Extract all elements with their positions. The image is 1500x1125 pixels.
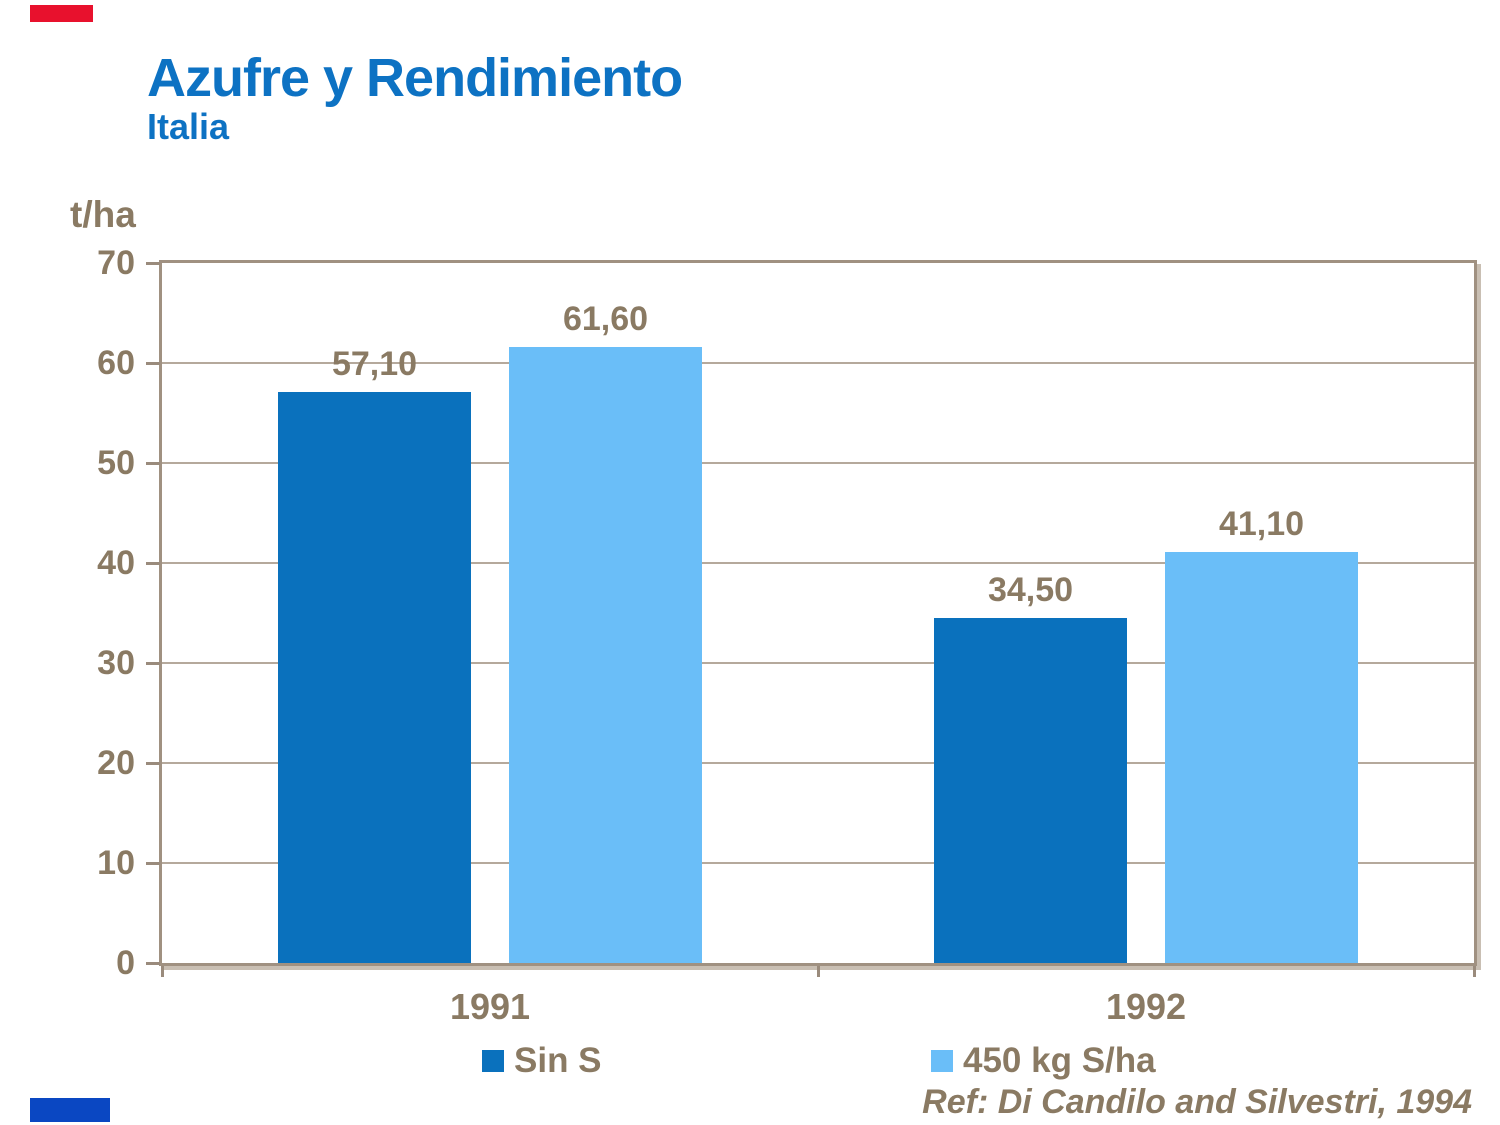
- gridline-40: [162, 562, 1474, 564]
- legend-item-450-kg-s/ha: 450 kg S/ha: [931, 1041, 1156, 1081]
- top-left-red-accent: [30, 5, 93, 22]
- legend-swatch: [482, 1050, 504, 1072]
- legend-label: Sin S: [514, 1041, 602, 1080]
- y-axis-tick-mark: [146, 962, 160, 965]
- gridline-60: [162, 362, 1474, 364]
- gridline-10: [162, 862, 1474, 864]
- x-axis-tick-mark: [817, 966, 820, 977]
- y-axis-tick-mark: [146, 762, 160, 765]
- bottom-left-blue-accent: [30, 1098, 110, 1122]
- y-axis-tick-label: 10: [97, 844, 135, 882]
- bar-1992-sin-s: [934, 618, 1127, 963]
- y-axis-tick-label: 20: [97, 744, 135, 782]
- plot-area: [159, 260, 1477, 966]
- reference-citation: Ref: Di Candilo and Silvestri, 1994: [922, 1083, 1472, 1121]
- y-axis-tick-mark: [146, 462, 160, 465]
- x-axis-tick-mark: [1473, 966, 1476, 977]
- bar-value-label: 57,10: [331, 345, 418, 383]
- y-axis-tick-mark: [146, 362, 160, 365]
- x-axis-category-label: 1991: [449, 986, 531, 1027]
- x-axis-tick-mark: [161, 966, 164, 977]
- chart-title: Azufre y Rendimiento: [147, 48, 683, 108]
- gridline-20: [162, 762, 1474, 764]
- y-axis-tick-mark: [146, 862, 160, 865]
- y-axis-tick-label: 70: [97, 244, 135, 282]
- bar-value-label: 61,60: [562, 300, 649, 338]
- y-axis-tick-label: 0: [116, 944, 135, 982]
- y-axis-unit-label: t/ha: [70, 194, 136, 235]
- legend-swatch: [931, 1050, 953, 1072]
- y-axis-tick-mark: [146, 662, 160, 665]
- gridline-50: [162, 462, 1474, 464]
- bar-value-label: 41,10: [1218, 505, 1305, 543]
- y-axis-tick-label: 40: [97, 544, 135, 582]
- y-axis-tick-mark: [146, 562, 160, 565]
- x-axis-category-label: 1992: [1105, 986, 1187, 1027]
- y-axis-tick-label: 50: [97, 444, 135, 482]
- bar-value-label: 34,50: [987, 571, 1074, 609]
- bar-1992-450-kg-s/ha: [1165, 552, 1358, 963]
- bar-1991-sin-s: [278, 392, 471, 963]
- y-axis-tick-label: 30: [97, 644, 135, 682]
- legend-label: 450 kg S/ha: [963, 1041, 1156, 1080]
- gridline-30: [162, 662, 1474, 664]
- chart-subtitle: Italia: [147, 106, 230, 147]
- bar-1991-450-kg-s/ha: [509, 347, 702, 963]
- y-axis-tick-label: 60: [97, 344, 135, 382]
- y-axis-tick-mark: [146, 262, 160, 265]
- legend-item-sin-s: Sin S: [482, 1041, 602, 1081]
